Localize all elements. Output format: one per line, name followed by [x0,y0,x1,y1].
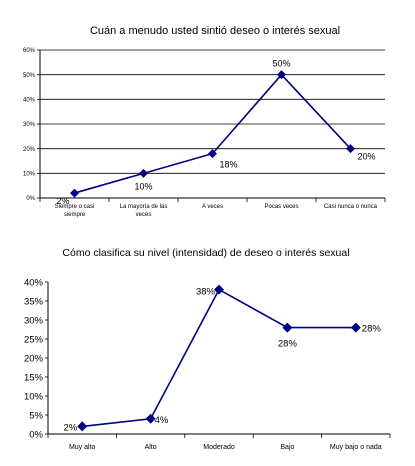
x-category-label-line: Alto [145,444,157,451]
data-point-marker [70,188,79,198]
series-line [74,73,352,194]
y-tick-label: 35% [24,296,44,307]
x-category-label-line: La mayoría de las [120,204,168,210]
x-category-label-line: Moderado [203,444,235,451]
data-label: 4% [155,415,169,426]
data-label: 28% [278,339,298,350]
x-category-label-line: siempre [64,212,86,218]
y-tick-label: 10% [23,171,36,177]
x-category-label-line: Siempre o casi [55,204,95,210]
chart-frequency-desire: Cuán a menudo usted sintió deseo o inter… [23,25,386,218]
x-category-label: Alto [145,444,157,451]
x-category-label-line: Muy bajo o nada [330,444,382,451]
y-tick-label: 40% [23,97,36,103]
x-category-label: Muy bajo o nada [330,444,382,451]
x-category-label-line: Muy alto [69,444,96,451]
data-label: 10% [134,181,152,191]
y-tick-label: 25% [24,334,44,345]
data-label: 18% [220,160,238,170]
data-point-marker [277,70,286,80]
data-label: 2% [63,422,77,433]
data-label: 20% [358,152,376,162]
x-category-label-line: Casi nunca o nunca [324,204,378,210]
y-tick-label: 5% [29,410,43,421]
data-label: 38% [196,287,216,298]
x-category-label: A veces [202,204,223,210]
chart-title: Cuán a menudo usted sintió deseo o inter… [90,25,340,37]
series-line [82,288,356,428]
x-category-label: Casi nunca o nunca [324,204,378,210]
x-category-label: Muy alto [69,444,96,451]
y-tick-label: 15% [24,372,44,383]
x-category-label: Pocas veces [264,204,298,210]
x-category-label-line: veces [136,212,152,218]
data-label: 2% [56,196,69,206]
x-category-label: Siempre o casi siempre [55,204,95,218]
data-point-marker [145,413,156,424]
y-tick-label: 20% [23,147,36,153]
data-point-marker [282,322,293,333]
data-point-marker [350,322,361,333]
x-category-label-line: Pocas veces [264,204,298,210]
y-tick-label: 30% [24,315,44,326]
y-tick-label: 20% [24,353,44,364]
data-point-marker [208,149,217,159]
y-tick-label: 30% [23,122,36,128]
y-tick-label: 0% [26,196,35,202]
x-category-label: La mayoría de las veces [120,204,168,218]
data-point-marker [346,144,355,154]
data-point-marker [77,421,88,432]
y-tick-label: 50% [23,73,36,79]
y-tick-label: 60% [23,48,36,54]
data-label: 50% [272,59,290,69]
y-tick-label: 40% [24,277,44,288]
x-category-label: Bajo [280,444,294,451]
chart-title: Cómo clasifica su nivel (intensidad) de … [62,247,349,259]
data-point-marker [139,168,148,178]
y-tick-label: 0% [29,429,43,440]
data-label: 28% [362,324,382,335]
y-tick-label: 10% [24,391,44,402]
chart-intensity-desire: Cómo clasifica su nivel (intensidad) de … [24,247,391,451]
x-category-label-line: Bajo [280,444,294,451]
x-category-label: Moderado [203,444,235,451]
data-point-marker [214,284,224,295]
x-category-label-line: A veces [202,204,223,210]
